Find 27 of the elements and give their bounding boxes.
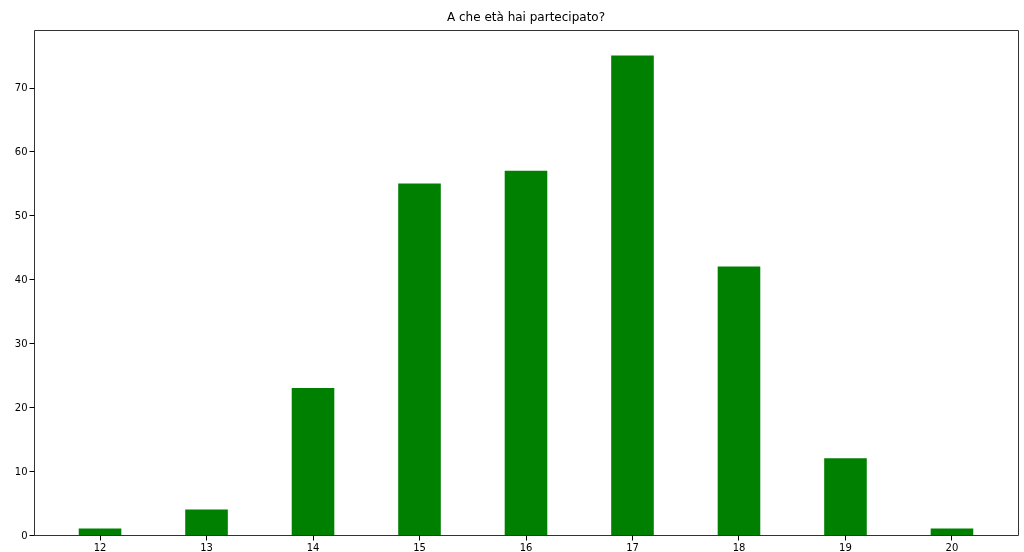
y-tick-label: 20: [14, 401, 28, 413]
x-tick-label: 18: [732, 541, 746, 552]
y-tick-label: 50: [14, 209, 28, 221]
y-tick-label: 10: [14, 465, 28, 477]
y-tick-label: 70: [14, 82, 28, 94]
bar: [185, 509, 228, 535]
x-tick-label: 12: [93, 541, 107, 552]
y-tick-label: 40: [14, 273, 28, 285]
x-tick-label: 20: [945, 541, 959, 552]
x-tick-label: 19: [839, 541, 852, 552]
y-tick-label: 30: [14, 337, 28, 349]
y-tick-label: 0: [21, 529, 28, 541]
bar: [717, 266, 761, 535]
bar: [611, 55, 654, 535]
x-tick-label: 15: [413, 541, 426, 552]
bar: [398, 183, 441, 535]
bar: [824, 458, 867, 535]
y-tick-label: 60: [14, 145, 28, 157]
chart-title: A che età hai partecipato?: [446, 10, 606, 24]
x-tick-label: 16: [519, 541, 533, 552]
bar: [504, 170, 548, 535]
x-tick-label: 14: [306, 541, 320, 552]
x-tick-label: 17: [626, 541, 639, 552]
bar: [930, 528, 974, 535]
x-tick-label: 13: [200, 541, 213, 552]
bar: [78, 528, 122, 535]
bar: [291, 387, 335, 535]
